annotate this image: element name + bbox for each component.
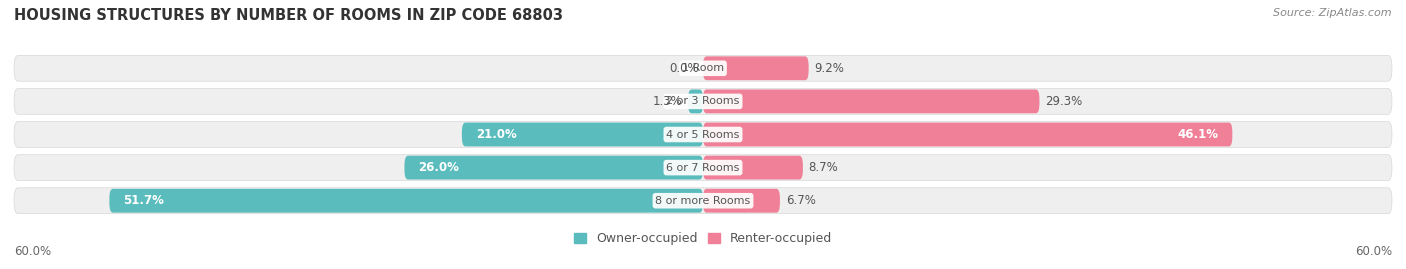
FancyBboxPatch shape	[688, 90, 703, 113]
Text: 29.3%: 29.3%	[1045, 95, 1083, 108]
Text: 21.0%: 21.0%	[475, 128, 516, 141]
Text: 51.7%: 51.7%	[124, 194, 165, 207]
FancyBboxPatch shape	[461, 123, 703, 146]
FancyBboxPatch shape	[110, 189, 703, 213]
FancyBboxPatch shape	[703, 56, 808, 80]
Text: 1.3%: 1.3%	[652, 95, 682, 108]
FancyBboxPatch shape	[703, 189, 780, 213]
Text: 9.2%: 9.2%	[814, 62, 844, 75]
Text: 60.0%: 60.0%	[14, 245, 51, 258]
FancyBboxPatch shape	[405, 156, 703, 179]
Text: 6 or 7 Rooms: 6 or 7 Rooms	[666, 162, 740, 173]
Text: 2 or 3 Rooms: 2 or 3 Rooms	[666, 96, 740, 107]
Text: 8 or more Rooms: 8 or more Rooms	[655, 196, 751, 206]
Text: 1 Room: 1 Room	[682, 63, 724, 73]
FancyBboxPatch shape	[14, 122, 1392, 147]
Text: Source: ZipAtlas.com: Source: ZipAtlas.com	[1274, 8, 1392, 18]
Text: 46.1%: 46.1%	[1178, 128, 1219, 141]
FancyBboxPatch shape	[703, 90, 1039, 113]
Text: 4 or 5 Rooms: 4 or 5 Rooms	[666, 129, 740, 140]
Text: 8.7%: 8.7%	[808, 161, 838, 174]
Legend: Owner-occupied, Renter-occupied: Owner-occupied, Renter-occupied	[574, 232, 832, 245]
Text: 60.0%: 60.0%	[1355, 245, 1392, 258]
Text: 0.0%: 0.0%	[669, 62, 699, 75]
FancyBboxPatch shape	[703, 123, 1232, 146]
Text: 26.0%: 26.0%	[418, 161, 460, 174]
FancyBboxPatch shape	[703, 156, 803, 179]
FancyBboxPatch shape	[14, 188, 1392, 214]
FancyBboxPatch shape	[14, 155, 1392, 180]
Text: HOUSING STRUCTURES BY NUMBER OF ROOMS IN ZIP CODE 68803: HOUSING STRUCTURES BY NUMBER OF ROOMS IN…	[14, 8, 562, 23]
FancyBboxPatch shape	[14, 55, 1392, 81]
Text: 6.7%: 6.7%	[786, 194, 815, 207]
FancyBboxPatch shape	[14, 89, 1392, 114]
